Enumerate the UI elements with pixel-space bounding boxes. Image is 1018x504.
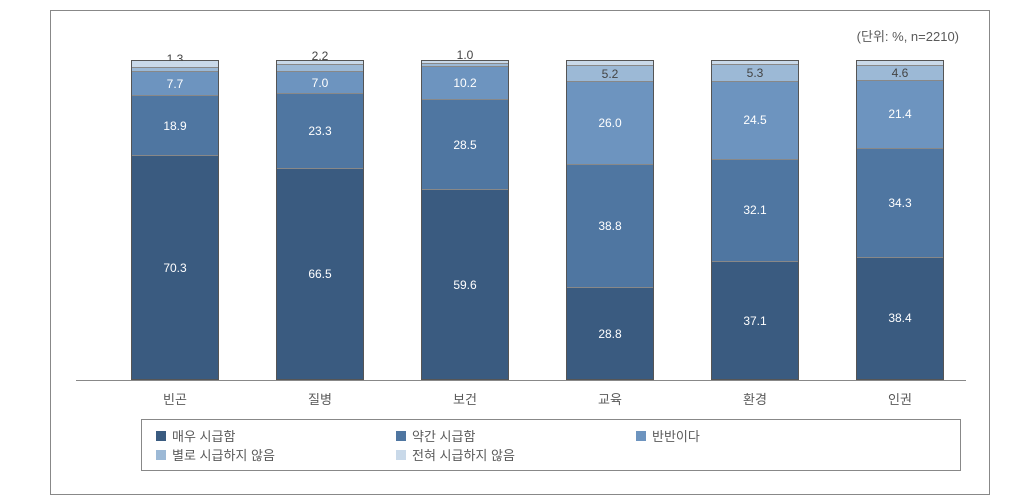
- bar-group: 37.1 32.1 24.5 5.3: [711, 60, 799, 380]
- category-label: 인권: [850, 389, 950, 408]
- segment-value-label: 18.9: [132, 119, 218, 133]
- bar-segment: 26.0: [567, 81, 653, 164]
- category-label: 환경: [705, 389, 805, 408]
- bar-group: 59.6 28.5 10.2 1.0: [421, 60, 509, 380]
- bar-segment: 21.4: [857, 80, 943, 148]
- bar-segment: 66.5: [277, 168, 363, 379]
- bar-segment: 70.3: [132, 155, 218, 379]
- bar-stack: 59.6 28.5 10.2 1.0: [421, 60, 509, 380]
- legend-item: 매우 시급함: [156, 426, 356, 445]
- bar-segment: 18.9: [132, 95, 218, 155]
- legend: 매우 시급함 약간 시급함 반반이다별로 시급하지 않음 전혀 시급하지 않음: [141, 419, 961, 471]
- bar-segment: 1.0: [422, 63, 508, 66]
- legend-swatch: [156, 450, 166, 460]
- bar-segment: 28.8: [567, 287, 653, 379]
- plot-area: 70.3 18.9 7.7 1.3 66.5 23.3 7.0 2.2 59.6 28.5 10.2…: [76, 61, 966, 381]
- legend-item: 전혀 시급하지 않음: [396, 445, 596, 464]
- legend-label: 별로 시급하지 않음: [172, 445, 275, 464]
- legend-label: 전혀 시급하지 않음: [412, 445, 515, 464]
- bar-segment: 10.2: [422, 66, 508, 98]
- bar-stack: 66.5 23.3 7.0 2.2: [276, 60, 364, 380]
- segment-value-label: 28.5: [422, 138, 508, 152]
- unit-label: (단위: %, n=2210): [857, 26, 959, 45]
- segment-value-label: 37.1: [712, 314, 798, 328]
- chart-frame: (단위: %, n=2210) 70.3 18.9 7.7 1.3 66.5 23.3 7.…: [50, 10, 990, 495]
- segment-value-label: 7.7: [132, 77, 218, 91]
- legend-swatch: [396, 431, 406, 441]
- bar-segment: 24.5: [712, 81, 798, 159]
- bar-segment: 37.1: [712, 261, 798, 379]
- bar-segment: 23.3: [277, 93, 363, 167]
- bar-segment: 4.6: [857, 65, 943, 80]
- bar-segment: [422, 61, 508, 63]
- segment-value-label: 21.4: [857, 107, 943, 121]
- segment-value-label: 23.3: [277, 124, 363, 138]
- bar-segment: 32.1: [712, 159, 798, 261]
- segment-value-label: 24.5: [712, 113, 798, 127]
- bar-segment: [567, 61, 653, 65]
- segment-value-label: 7.0: [277, 76, 363, 90]
- bar-segment: 34.3: [857, 148, 943, 257]
- bar-segment: 2.2: [277, 64, 363, 71]
- segment-value-label: 70.3: [132, 261, 218, 275]
- segment-value-label: 28.8: [567, 327, 653, 341]
- segment-value-label: 38.4: [857, 311, 943, 325]
- legend-item: 반반이다: [636, 426, 836, 445]
- bar-group: 70.3 18.9 7.7 1.3: [131, 60, 219, 380]
- bar-segment: 7.0: [277, 71, 363, 93]
- bar-segment: [132, 61, 218, 67]
- bar-segment: 38.4: [857, 257, 943, 379]
- legend-label: 매우 시급함: [172, 426, 235, 445]
- segment-value-label: 34.3: [857, 196, 943, 210]
- bar-segment: 7.7: [132, 71, 218, 95]
- segment-value-label: 66.5: [277, 267, 363, 281]
- bar-segment: 28.5: [422, 99, 508, 190]
- segment-value-label: 4.6: [857, 66, 943, 80]
- bar-group: 28.8 38.8 26.0 5.2: [566, 60, 654, 380]
- bar-segment: 1.3: [132, 67, 218, 71]
- legend-swatch: [636, 431, 646, 441]
- bar-stack: 28.8 38.8 26.0 5.2: [566, 60, 654, 380]
- segment-value-label: 26.0: [567, 116, 653, 130]
- legend-item: 별로 시급하지 않음: [156, 445, 356, 464]
- bar-segment: [277, 61, 363, 64]
- bar-stack: 70.3 18.9 7.7 1.3: [131, 60, 219, 380]
- category-label: 질병: [270, 389, 370, 408]
- bar-segment: 59.6: [422, 189, 508, 379]
- bar-group: 66.5 23.3 7.0 2.2: [276, 60, 364, 380]
- legend-label: 약간 시급함: [412, 426, 475, 445]
- legend-swatch: [156, 431, 166, 441]
- category-label: 빈곤: [125, 389, 225, 408]
- bar-segment: [712, 61, 798, 64]
- segment-value-label: 38.8: [567, 219, 653, 233]
- segment-value-label: 5.2: [567, 67, 653, 81]
- bar-group: 38.4 34.3 21.4 4.6: [856, 60, 944, 380]
- bar-segment: 38.8: [567, 164, 653, 287]
- legend-swatch: [396, 450, 406, 460]
- bar-segment: 5.2: [567, 65, 653, 82]
- legend-label: 반반이다: [652, 426, 700, 445]
- segment-value-label: 5.3: [712, 66, 798, 80]
- segment-value-label: 10.2: [422, 76, 508, 90]
- bar-stack: 38.4 34.3 21.4 4.6: [856, 60, 944, 380]
- bar-segment: 5.3: [712, 64, 798, 81]
- category-label: 보건: [415, 389, 515, 408]
- legend-item: 약간 시급함: [396, 426, 596, 445]
- bar-stack: 37.1 32.1 24.5 5.3: [711, 60, 799, 380]
- segment-value-label: 59.6: [422, 278, 508, 292]
- category-label: 교육: [560, 389, 660, 408]
- bar-segment: [857, 61, 943, 65]
- segment-value-label: 32.1: [712, 203, 798, 217]
